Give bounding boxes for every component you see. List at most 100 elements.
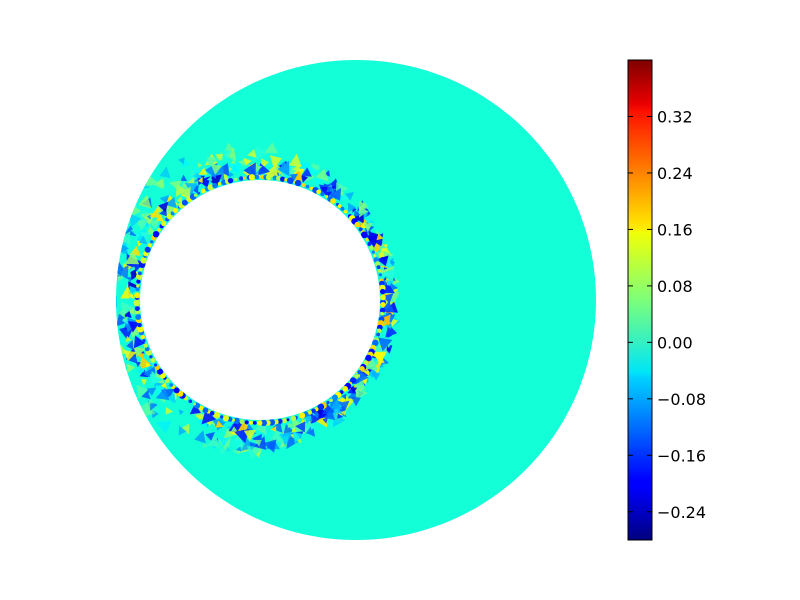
field-cell: [332, 405, 342, 414]
field-cell: [138, 194, 152, 209]
field-cell: [121, 317, 128, 325]
field-cell: [205, 432, 215, 441]
field-cell: [119, 207, 128, 215]
field-cell: [89, 271, 103, 286]
edge-cell: [212, 182, 218, 189]
field-cell: [373, 226, 378, 232]
field-cell: [231, 164, 239, 172]
field-cell: [228, 421, 242, 432]
field-cell: [315, 168, 329, 182]
edge-cell: [373, 254, 377, 258]
field-cell: [224, 440, 230, 447]
edge-cell: [248, 420, 253, 425]
edge-cell: [213, 411, 221, 419]
field-cell: [337, 413, 344, 419]
field-cell: [115, 361, 121, 372]
edge-cell: [135, 314, 142, 320]
edge-cell: [173, 387, 180, 394]
colorbar-tick-label: 0.24: [657, 164, 693, 183]
field-cell: [288, 153, 302, 168]
field-cell: [387, 332, 393, 338]
edge-cell: [349, 377, 357, 384]
field-cell: [292, 431, 304, 444]
field-cell: [98, 288, 105, 293]
edge-cell: [233, 417, 240, 424]
edge-cell: [161, 220, 167, 227]
edge-cell: [134, 306, 140, 311]
field-cell: [133, 335, 146, 349]
edge-cell: [192, 402, 196, 406]
edge-cell: [340, 206, 345, 211]
field-cell: [123, 309, 132, 318]
edge-cell: [139, 267, 143, 272]
field-cell: [218, 437, 230, 448]
field-cell: [130, 228, 136, 235]
field-cell: [246, 445, 262, 460]
field-cell: [103, 273, 109, 279]
edge-cell: [188, 399, 193, 404]
field-cell: [195, 414, 203, 420]
field-cell: [347, 202, 357, 213]
edge-cell: [164, 378, 170, 384]
field-cell: [219, 446, 226, 454]
field-cell: [115, 365, 121, 379]
field-cell: [207, 434, 220, 448]
edge-cell: [354, 221, 360, 228]
field-cell: [261, 149, 267, 154]
field-cell: [322, 417, 328, 424]
edge-cell: [227, 177, 234, 184]
field-cell: [269, 430, 285, 443]
field-cell: [91, 308, 101, 318]
edge-cell: [170, 211, 175, 216]
field-cell: [376, 255, 389, 267]
edge-cell: [254, 174, 260, 180]
field-cell: [198, 167, 208, 175]
field-cell: [345, 192, 355, 201]
field-cell: [145, 362, 152, 368]
field-cell: [115, 373, 122, 385]
edge-cell: [202, 407, 209, 414]
field-cell: [378, 243, 386, 249]
field-cell: [339, 400, 350, 412]
field-cell: [189, 403, 201, 415]
field-cell: [341, 393, 347, 400]
colorbar-tick-label: 0.00: [657, 333, 693, 352]
edge-cell: [142, 338, 146, 343]
field-cell: [139, 235, 148, 245]
edge-cell: [372, 339, 379, 347]
field-cell: [330, 398, 343, 410]
edge-cell: [281, 418, 287, 424]
field-cell: [103, 341, 109, 347]
field-cell: [280, 440, 288, 448]
edge-cell: [337, 204, 342, 208]
field-cell: [140, 232, 150, 240]
field-cell: [184, 183, 198, 195]
field-cell: [243, 429, 257, 441]
field-cell: [305, 426, 313, 435]
edge-cell: [357, 370, 362, 375]
field-cell: [197, 162, 203, 168]
field-cell: [206, 176, 213, 182]
field-cell: [165, 406, 174, 415]
edge-cell: [294, 179, 302, 187]
field-cell: [277, 431, 293, 447]
field-cell: [137, 400, 151, 415]
field-cell: [101, 267, 110, 275]
field-cell: [363, 223, 373, 233]
field-cell: [197, 176, 211, 188]
edge-cell: [140, 257, 147, 264]
edge-cell: [376, 332, 380, 337]
edge-cell: [299, 412, 306, 419]
edge-cell: [137, 322, 142, 328]
edge-cell: [133, 299, 141, 307]
field-cell: [292, 163, 300, 173]
edge-cell: [193, 193, 198, 197]
field-cell: [366, 216, 373, 224]
field-cell: [376, 233, 384, 241]
field-cell: [353, 378, 366, 391]
field-cell: [206, 156, 219, 167]
field-cell: [87, 282, 98, 294]
edge-cell: [380, 288, 386, 295]
edge-cell: [277, 418, 283, 424]
